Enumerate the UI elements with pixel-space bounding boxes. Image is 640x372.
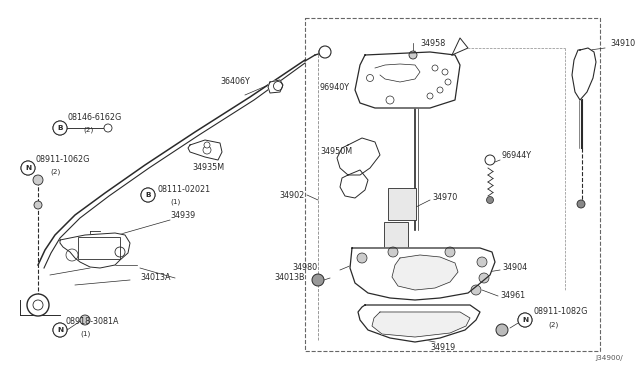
Circle shape <box>104 124 112 132</box>
Text: N: N <box>25 165 31 171</box>
Text: J34900/: J34900/ <box>595 355 623 361</box>
Text: 34902: 34902 <box>280 190 305 199</box>
Circle shape <box>367 74 374 81</box>
Circle shape <box>479 273 489 283</box>
Polygon shape <box>392 255 458 290</box>
Circle shape <box>437 87 443 93</box>
Polygon shape <box>337 138 380 175</box>
Circle shape <box>21 161 35 175</box>
Text: 08146-6162G: 08146-6162G <box>68 113 122 122</box>
Bar <box>305 18 600 351</box>
Circle shape <box>409 51 417 59</box>
Polygon shape <box>358 305 480 342</box>
Circle shape <box>141 188 155 202</box>
Circle shape <box>427 93 433 99</box>
Polygon shape <box>268 80 283 93</box>
Text: 34980: 34980 <box>293 263 318 273</box>
Polygon shape <box>572 48 596 100</box>
Text: 34958: 34958 <box>420 38 445 48</box>
Circle shape <box>141 188 155 202</box>
Circle shape <box>518 313 532 327</box>
Text: 08911-1062G: 08911-1062G <box>36 155 90 164</box>
Text: 34904: 34904 <box>502 263 527 273</box>
Text: 96940Y: 96940Y <box>320 83 350 93</box>
Circle shape <box>34 201 42 209</box>
Circle shape <box>80 315 90 325</box>
Text: N: N <box>25 165 31 171</box>
Circle shape <box>445 79 451 85</box>
Circle shape <box>496 324 508 336</box>
Text: B: B <box>57 125 63 131</box>
Polygon shape <box>188 140 222 160</box>
Text: 34939: 34939 <box>170 211 195 219</box>
Text: 34961: 34961 <box>500 291 525 299</box>
Circle shape <box>21 161 35 175</box>
Text: 08911-1082G: 08911-1082G <box>534 308 588 317</box>
Circle shape <box>518 313 532 327</box>
Circle shape <box>27 294 49 316</box>
Text: (2): (2) <box>83 127 93 133</box>
Circle shape <box>432 65 438 71</box>
Circle shape <box>115 247 125 257</box>
Circle shape <box>388 247 398 257</box>
Circle shape <box>471 285 481 295</box>
Polygon shape <box>355 52 460 108</box>
Text: 96944Y: 96944Y <box>502 151 532 160</box>
Bar <box>388 188 416 220</box>
Text: 34950M: 34950M <box>320 148 352 157</box>
Circle shape <box>319 46 331 58</box>
Circle shape <box>486 196 493 203</box>
Text: B: B <box>57 125 63 131</box>
Circle shape <box>203 146 211 154</box>
Circle shape <box>477 257 487 267</box>
Text: 34910: 34910 <box>610 38 635 48</box>
Text: B: B <box>145 192 151 198</box>
Polygon shape <box>350 248 495 300</box>
Polygon shape <box>340 170 368 198</box>
Text: 34013B: 34013B <box>275 273 305 282</box>
Polygon shape <box>372 312 470 337</box>
Circle shape <box>33 300 43 310</box>
Bar <box>384 222 408 248</box>
Circle shape <box>273 81 282 90</box>
Polygon shape <box>60 233 130 268</box>
Text: D: D <box>69 252 75 258</box>
Text: 34013A: 34013A <box>140 273 170 282</box>
Text: (1): (1) <box>80 331 90 337</box>
Circle shape <box>485 155 495 165</box>
Text: 34919: 34919 <box>430 343 455 353</box>
Circle shape <box>357 253 367 263</box>
Text: 08918-3081A: 08918-3081A <box>66 317 120 327</box>
Circle shape <box>53 323 67 337</box>
Text: 34935M: 34935M <box>192 164 224 173</box>
Text: 36406Y: 36406Y <box>220 77 250 87</box>
Text: (2): (2) <box>50 169 60 175</box>
Circle shape <box>577 200 585 208</box>
Circle shape <box>204 142 210 148</box>
Text: B: B <box>145 192 151 198</box>
Text: N: N <box>57 327 63 333</box>
Polygon shape <box>452 38 468 55</box>
Text: (1): (1) <box>170 199 180 205</box>
Text: 08111-02021: 08111-02021 <box>158 186 211 195</box>
Circle shape <box>312 274 324 286</box>
Text: N: N <box>57 327 63 333</box>
Circle shape <box>386 96 394 104</box>
Circle shape <box>33 175 43 185</box>
Bar <box>78 237 120 259</box>
Circle shape <box>442 69 448 75</box>
Circle shape <box>66 249 78 261</box>
Text: (2): (2) <box>548 322 558 328</box>
Circle shape <box>53 121 67 135</box>
Circle shape <box>445 247 455 257</box>
Text: 34970: 34970 <box>432 193 457 202</box>
Circle shape <box>53 323 67 337</box>
Text: N: N <box>522 317 528 323</box>
Text: N: N <box>522 317 528 323</box>
Circle shape <box>53 121 67 135</box>
